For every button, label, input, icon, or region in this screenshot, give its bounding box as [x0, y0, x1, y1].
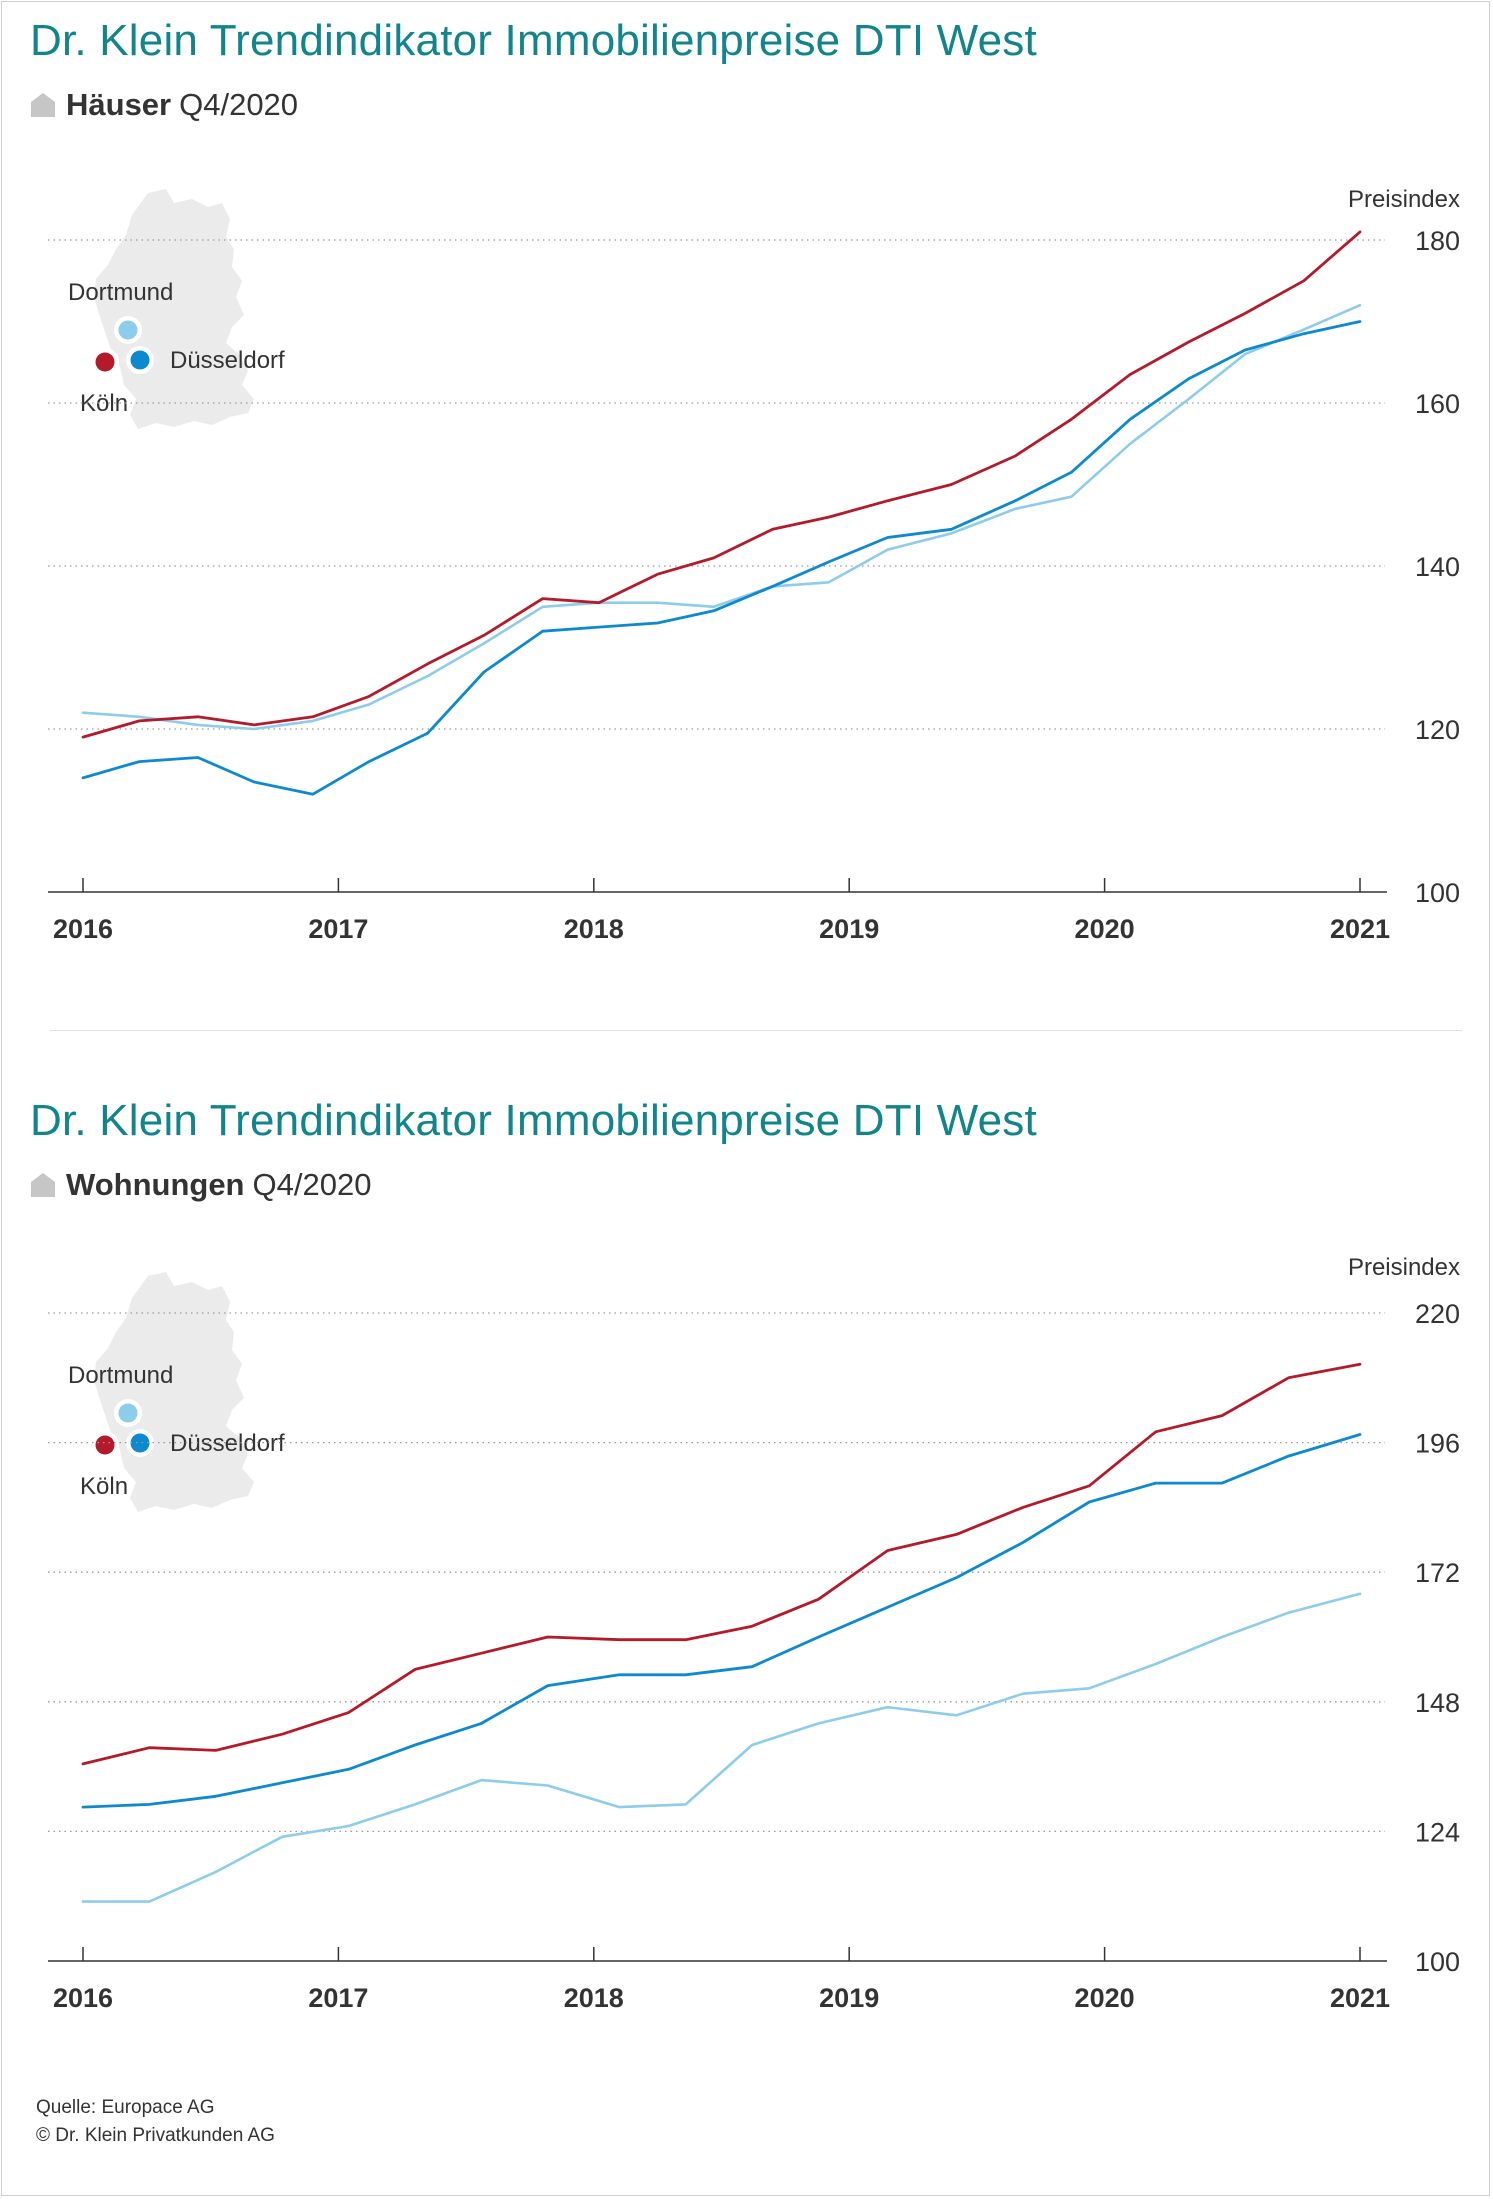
x-tick-label: 2021	[1330, 914, 1390, 944]
x-tick-label: 2020	[1075, 1983, 1135, 2013]
source-note: Quelle: Europace AG	[36, 2097, 215, 2118]
y-tick-label: 100	[1415, 878, 1460, 908]
legend-dot-dortmund	[118, 1403, 138, 1423]
y-tick-label: 196	[1415, 1429, 1460, 1459]
y-tick-label: 100	[1415, 1947, 1460, 1977]
chart-panel-houses: Dr. Klein Trendindikator Immobilienpreis…	[0, 0, 1493, 1030]
legend-label-dortmund: Dortmund	[68, 1362, 173, 1389]
series-line-koeln	[81, 230, 1362, 739]
chart-panel-apartments: Dr. Klein Trendindikator Immobilienpreis…	[0, 1031, 1493, 2071]
house-icon	[31, 1173, 55, 1197]
legend-dot-koeln	[95, 352, 115, 372]
x-tick-label: 2016	[53, 914, 113, 944]
y-tick-label: 160	[1415, 389, 1460, 419]
legend-label-duesseldorf: Düsseldorf	[170, 347, 285, 374]
legend-dot-duesseldorf	[130, 350, 150, 370]
series-line-dortmund	[81, 303, 1362, 731]
series-line-dortmund	[81, 1592, 1362, 1903]
series-line-duesseldorf	[81, 320, 1362, 796]
line-chart-houses: DortmundDüsseldorfKölnPreisindex10012014…	[48, 186, 1460, 944]
series-line-duesseldorf	[81, 1433, 1362, 1809]
chart-subtitle: Häuser Q4/2020	[30, 87, 298, 123]
copyright-note: © Dr. Klein Privatkunden AG	[36, 2125, 275, 2146]
subtitle-period: Q4/2020	[179, 87, 299, 122]
y-tick-label: 148	[1415, 1688, 1460, 1718]
x-tick-label: 2019	[819, 1983, 879, 2013]
chart-title: Dr. Klein Trendindikator Immobilienpreis…	[30, 16, 1037, 65]
subtitle-category: Häuser	[66, 87, 172, 122]
x-tick-label: 2018	[564, 914, 624, 944]
house-icon	[31, 93, 55, 117]
legend-label-dortmund: Dortmund	[68, 279, 173, 306]
footer: Quelle: Europace AG © Dr. Klein Privatku…	[36, 2094, 275, 2150]
legend: Dortmund Düsseldorf Köln	[68, 1362, 285, 1500]
chart-subtitle: Wohnungen Q4/2020	[30, 1167, 371, 1203]
x-tick-label: 2018	[564, 1983, 624, 2013]
panel-divider	[50, 1030, 1462, 1031]
y-tick-label: 220	[1415, 1299, 1460, 1329]
subtitle-category: Wohnungen	[66, 1167, 245, 1202]
y-tick-label: 140	[1415, 552, 1460, 582]
legend-label-duesseldorf: Düsseldorf	[170, 1430, 285, 1457]
legend-dot-duesseldorf	[130, 1433, 150, 1453]
x-tick-label: 2021	[1330, 1983, 1390, 2013]
x-tick-label: 2020	[1075, 914, 1135, 944]
series-line-koeln	[81, 1362, 1362, 1766]
y-tick-label: 120	[1415, 715, 1460, 745]
x-tick-label: 2017	[308, 914, 368, 944]
legend-dot-koeln	[95, 1435, 115, 1455]
y-tick-label: 180	[1415, 226, 1460, 256]
y-axis-title: Preisindex	[1348, 186, 1460, 213]
x-tick-label: 2019	[819, 914, 879, 944]
x-tick-label: 2017	[308, 1983, 368, 2013]
y-tick-label: 172	[1415, 1558, 1460, 1588]
legend-dot-dortmund	[118, 320, 138, 340]
chart-title: Dr. Klein Trendindikator Immobilienpreis…	[30, 1096, 1037, 1145]
x-tick-label: 2016	[53, 1983, 113, 2013]
y-tick-label: 124	[1415, 1817, 1460, 1847]
line-chart-apartments: Dortmund Düsseldorf Köln Preisindex 100 124 14…	[48, 1254, 1460, 2013]
y-axis-title: Preisindex	[1348, 1254, 1460, 1281]
subtitle-period: Q4/2020	[252, 1167, 372, 1202]
legend-label-koeln: Köln	[80, 1473, 128, 1500]
